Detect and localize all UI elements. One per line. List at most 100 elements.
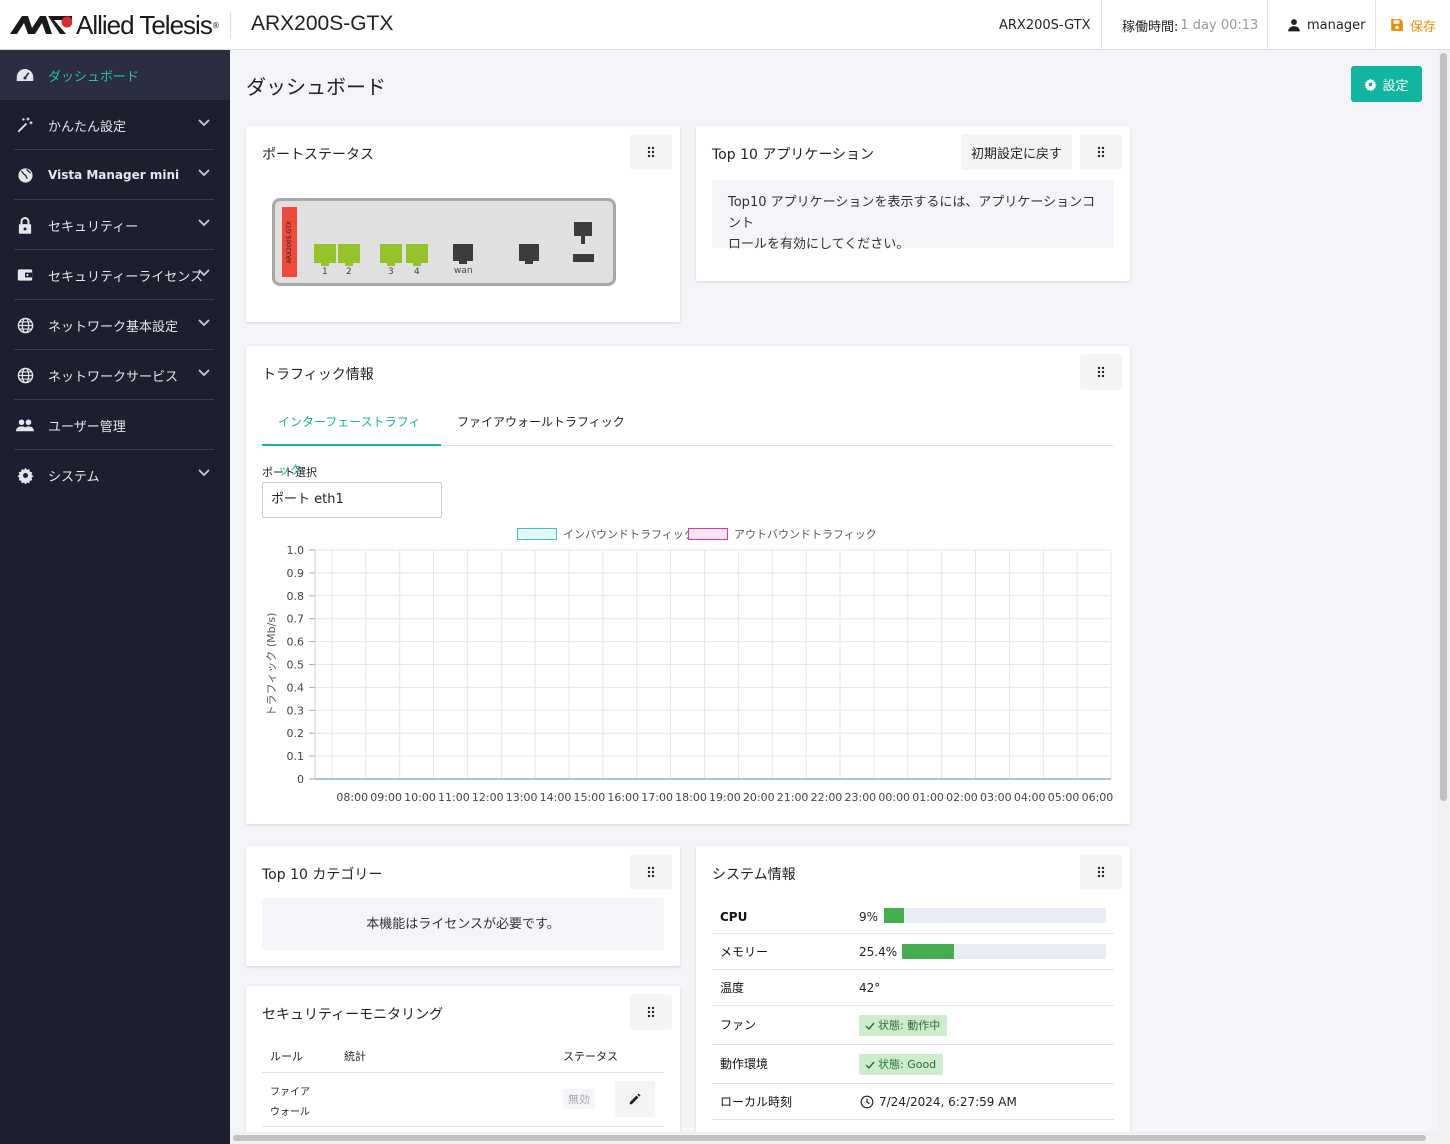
drag-handle[interactable]	[1080, 354, 1122, 390]
device-title: ARX200S-GTX	[251, 12, 394, 35]
drag-icon	[647, 146, 655, 158]
y-tick-label: 0.5	[287, 659, 305, 672]
sidebar-item-system[interactable]: システム	[0, 450, 230, 500]
system-row-fan: ファン 状態: 動作中	[712, 1006, 1114, 1045]
top10-apps-title: Top 10 アプリケーション	[712, 147, 875, 163]
license-icon	[16, 266, 34, 284]
users-icon	[16, 416, 34, 434]
port-label: 2	[346, 267, 352, 277]
brand-name: Allied Telesis	[76, 9, 213, 40]
y-tick-label: 0.2	[287, 727, 305, 740]
sidebar-item-vista-manager[interactable]: Vista Manager mini	[0, 150, 230, 200]
port-3[interactable]	[380, 244, 402, 266]
save-button[interactable]: 保存	[1375, 0, 1450, 50]
system-info-table: CPU 9% メモリー 25.4% 温度 42° ファン	[712, 900, 1114, 1120]
legend-item-outbound[interactable]: アウトバウンドトラフィック	[688, 526, 877, 542]
registered-mark: ®	[211, 20, 220, 30]
legend-item-inbound[interactable]: インバウンドトラフィック	[517, 526, 695, 542]
sidebar-item-easy-setup[interactable]: かんたん設定	[0, 100, 230, 150]
user-name: manager	[1307, 17, 1366, 33]
port-console[interactable]	[519, 244, 539, 264]
sidebar-item-label: ユーザー管理	[48, 419, 126, 435]
environment-status-badge: 状態: Good	[859, 1054, 944, 1075]
edit-button[interactable]	[615, 1081, 655, 1117]
save-icon	[1391, 19, 1403, 31]
system-row-local-time: ローカル時刻 7/24/2024, 6:27:59 AM	[712, 1084, 1114, 1120]
tab-firewall-traffic[interactable]: ファイアウォールトラフィック	[457, 415, 625, 429]
settings-label: 設定	[1382, 78, 1409, 94]
vertical-scrollbar[interactable]	[1438, 50, 1450, 1144]
port-usb[interactable]	[574, 222, 592, 244]
sidebar-item-security-license[interactable]: セキュリティーライセンス	[0, 250, 230, 300]
tab-interface-traffic[interactable]: インターフェーストラフィック	[262, 398, 441, 477]
environment-status-text: 状態: Good	[878, 1058, 937, 1071]
port-label: 3	[388, 267, 394, 277]
scrollbar-thumb[interactable]	[233, 1135, 1426, 1141]
dashboard-settings-button[interactable]: 設定	[1351, 66, 1422, 102]
drag-icon	[647, 866, 655, 878]
sidebar-item-label: ネットワークサービス	[48, 369, 179, 385]
port-label: 4	[414, 267, 420, 277]
sidebar-item-security[interactable]: セキュリティー	[0, 200, 230, 250]
sidebar-item-label: Vista Manager mini	[48, 168, 180, 182]
traffic-title: トラフィック情報	[262, 367, 374, 383]
rule-name: ファイア ウォール	[270, 1083, 310, 1123]
column-header-status: ステータス	[563, 1050, 618, 1063]
y-tick-label: 0	[297, 773, 304, 786]
drag-handle[interactable]	[630, 854, 672, 890]
y-tick-label: 0.3	[287, 704, 305, 717]
sidebar-item-dashboard[interactable]: ダッシュボード	[0, 50, 230, 100]
main-content: ダッシュボード 設定 ポートステータス ARX200S-GTX 1 2 3 4 …	[230, 50, 1450, 1144]
uptime-label: 稼働時間:	[1122, 19, 1179, 35]
brand-logo[interactable]: Allied Telesis ®	[10, 9, 220, 40]
reset-default-button[interactable]: 初期設定に戻す	[961, 134, 1072, 170]
horizontal-scrollbar[interactable]	[230, 1132, 1438, 1144]
port-status-title: ポートステータス	[262, 147, 374, 163]
license-required-message: 本機能はライセンスが必要です。	[262, 898, 664, 950]
x-tick-label: 14:00	[540, 791, 572, 804]
x-tick-label: 04:00	[1014, 791, 1046, 804]
drag-handle[interactable]	[630, 134, 672, 170]
sidebar-item-label: システム	[48, 469, 100, 485]
fan-status-text: 状態: 動作中	[878, 1019, 941, 1032]
status-badge: 無効	[563, 1089, 595, 1109]
port-4[interactable]	[406, 244, 428, 266]
x-tick-label: 01:00	[912, 791, 944, 804]
drag-handle[interactable]	[1080, 134, 1122, 170]
sidebar-item-label: ネットワーク基本設定	[48, 319, 179, 335]
chevron-down-icon	[198, 469, 210, 477]
legend-swatch-inbound	[517, 528, 557, 540]
drag-handle[interactable]	[1080, 854, 1122, 890]
check-icon	[865, 1061, 875, 1069]
uptime: 稼働時間: 1 day 00:13	[1101, 0, 1278, 50]
x-tick-label: 13:00	[506, 791, 538, 804]
user-icon	[1288, 19, 1300, 32]
security-monitoring-title: セキュリティーモニタリング	[262, 1007, 444, 1023]
scrollbar-thumb[interactable]	[1440, 53, 1447, 801]
y-tick-label: 0.8	[287, 590, 305, 603]
sidebar-item-network-basic[interactable]: ネットワーク基本設定	[0, 300, 230, 350]
drag-handle[interactable]	[630, 994, 672, 1030]
user-menu[interactable]: manager	[1267, 0, 1384, 50]
allied-telesis-logo-icon	[10, 16, 72, 34]
cpu-usage-fill	[884, 908, 904, 923]
top10-apps-card: Top 10 アプリケーション 初期設定に戻す Top10 アプリケーションを表…	[696, 126, 1130, 281]
nav-separator	[14, 149, 214, 150]
x-tick-label: 06:00	[1082, 791, 1114, 804]
chevron-down-icon	[198, 119, 210, 127]
temperature-value: 42°	[859, 981, 881, 995]
sidebar-item-user-management[interactable]: ユーザー管理	[0, 400, 230, 450]
port-select[interactable]: ポート eth1	[262, 482, 442, 518]
system-row-cpu: CPU 9%	[712, 900, 1114, 934]
sidebar-item-network-services[interactable]: ネットワークサービス	[0, 350, 230, 400]
x-tick-label: 17:00	[641, 791, 673, 804]
port-2[interactable]	[338, 244, 360, 266]
port-wan[interactable]	[453, 244, 473, 264]
legend-label-outbound: アウトバウンドトラフィック	[734, 528, 877, 541]
x-tick-label: 02:00	[946, 791, 978, 804]
memory-usage-bar	[902, 944, 1106, 959]
top10-categories-title: Top 10 カテゴリー	[262, 867, 383, 883]
globe-icon	[16, 166, 34, 184]
port-1[interactable]	[314, 244, 336, 266]
fan-status-badge: 状態: 動作中	[859, 1015, 948, 1036]
